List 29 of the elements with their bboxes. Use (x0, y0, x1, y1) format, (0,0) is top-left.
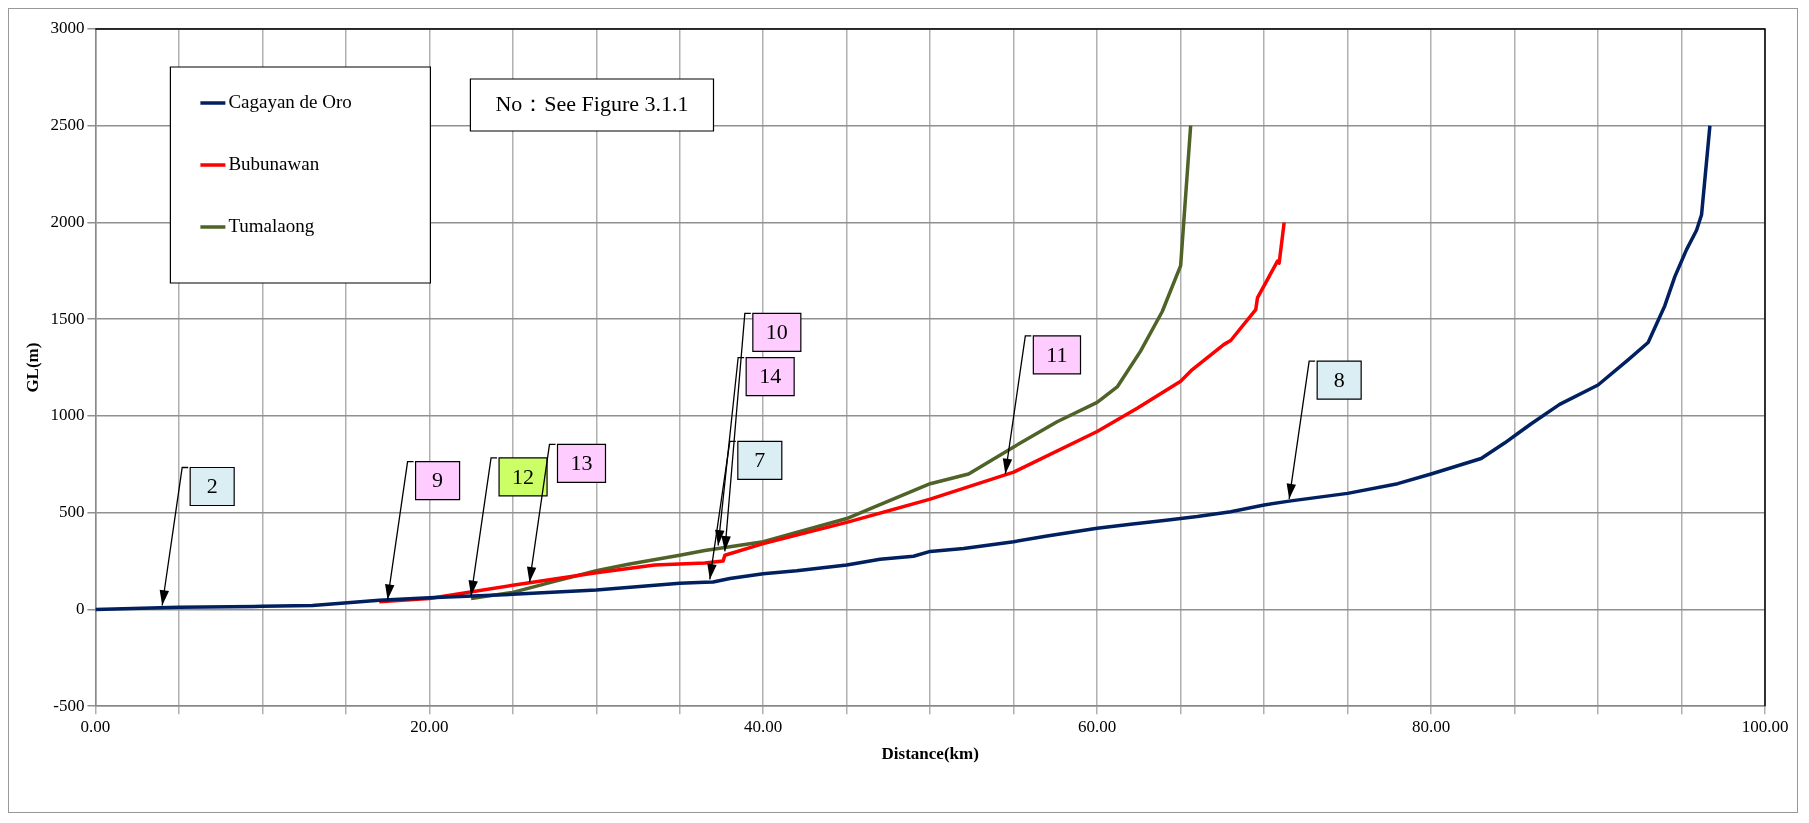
x-tick-label: 0.00 (80, 716, 111, 736)
annotation: No：See Figure 3.1.1 (495, 90, 689, 116)
y-tick-label: 1500 (50, 308, 85, 328)
y-tick-label: 2000 (50, 211, 85, 231)
annotation: 12 (512, 463, 535, 489)
y-tick-label: 3000 (50, 18, 85, 38)
x-tick-label: 100.00 (1741, 716, 1789, 736)
annotation: 9 (432, 467, 444, 493)
x-tick-label: 20.00 (410, 716, 449, 736)
y-tick-label: 500 (58, 502, 85, 522)
annotation: 8 (1333, 366, 1345, 392)
annotation: 10 (765, 319, 788, 345)
legend-label: Cagayan de Oro (228, 90, 352, 112)
y-tick-label: 1000 (50, 405, 85, 425)
y-tick-label: -500 (53, 695, 85, 715)
x-axis-title: Distance(km) (881, 744, 979, 764)
annotation: 7 (754, 447, 766, 473)
x-tick-label: 40.00 (744, 716, 783, 736)
legend-label: Tumalaong (228, 214, 315, 236)
annotation: 14 (759, 363, 782, 389)
annotation: 2 (206, 473, 218, 499)
annotation: 13 (570, 450, 593, 476)
x-tick-label: 80.00 (1411, 716, 1451, 736)
legend-label: Bubunawan (228, 152, 320, 174)
y-tick-label: 2500 (50, 115, 85, 135)
x-tick-label: 60.00 (1078, 716, 1117, 736)
y-tick-label: 0 (75, 598, 85, 618)
y-axis-title: GL(m) (22, 342, 42, 393)
annotation: 11 (1046, 341, 1068, 367)
